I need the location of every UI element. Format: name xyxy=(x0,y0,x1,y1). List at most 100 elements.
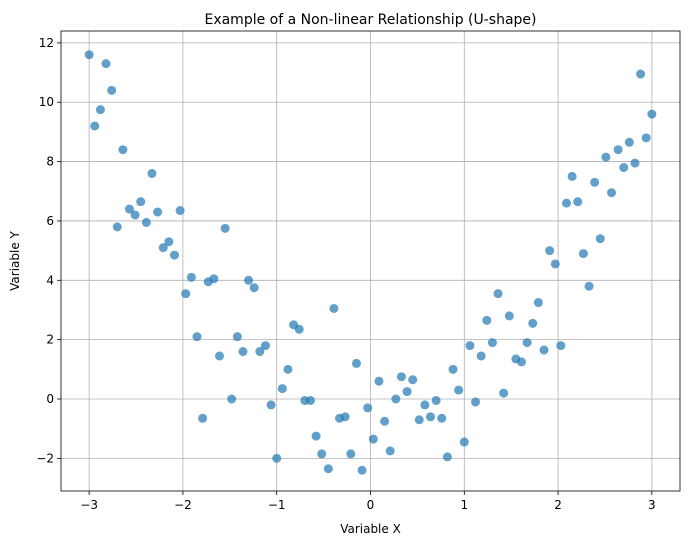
data-point xyxy=(244,275,254,285)
data-point xyxy=(215,351,225,361)
y-axis-label: Variable Y xyxy=(8,230,22,290)
data-point xyxy=(186,272,196,282)
data-point xyxy=(641,133,651,143)
y-tick-label: 4 xyxy=(46,273,54,287)
data-point xyxy=(340,412,350,422)
x-tick-label: −3 xyxy=(80,498,98,512)
data-point xyxy=(539,345,549,355)
data-point xyxy=(437,413,447,423)
data-point xyxy=(487,338,497,348)
y-tick-label: −2 xyxy=(36,451,54,465)
data-point xyxy=(305,395,315,405)
data-points xyxy=(84,50,657,475)
data-point xyxy=(272,453,282,463)
y-tick-label: 12 xyxy=(39,36,54,50)
data-point xyxy=(363,403,373,413)
data-point xyxy=(573,197,583,207)
data-point xyxy=(112,222,122,232)
data-point xyxy=(595,234,605,244)
data-point xyxy=(522,338,532,348)
data-point xyxy=(590,177,600,187)
data-point xyxy=(550,259,560,269)
data-point xyxy=(260,341,270,351)
data-point xyxy=(118,145,128,155)
x-tick-label: −2 xyxy=(174,498,192,512)
data-point xyxy=(584,281,594,291)
data-point xyxy=(164,237,174,247)
data-point xyxy=(454,385,464,395)
data-point xyxy=(504,311,514,321)
data-point xyxy=(374,376,384,386)
data-point xyxy=(402,387,412,397)
x-axis-label: Variable X xyxy=(340,522,401,536)
data-point xyxy=(528,318,538,328)
data-point xyxy=(220,223,230,233)
data-point xyxy=(385,446,395,456)
data-point xyxy=(499,388,509,398)
chart-title: Example of a Non-linear Relationship (U-… xyxy=(204,12,536,28)
data-point xyxy=(107,85,117,95)
data-point xyxy=(426,412,436,422)
data-point xyxy=(198,413,208,423)
data-point xyxy=(601,152,611,162)
data-point xyxy=(101,59,111,69)
data-point xyxy=(368,434,378,444)
data-point xyxy=(607,188,617,198)
data-point xyxy=(232,332,242,342)
data-point xyxy=(238,347,248,357)
data-point xyxy=(181,289,191,299)
data-point xyxy=(90,121,100,131)
data-point xyxy=(459,437,469,447)
data-point xyxy=(124,204,134,214)
y-tick-label: 10 xyxy=(39,95,54,109)
data-point xyxy=(420,400,430,410)
data-point xyxy=(493,289,503,299)
y-tick-label: 2 xyxy=(46,333,54,347)
y-tick-label: 6 xyxy=(46,214,54,228)
data-point xyxy=(158,243,168,253)
x-tick-label: −1 xyxy=(268,498,286,512)
data-point xyxy=(95,105,105,115)
y-tick-label: 8 xyxy=(46,155,54,169)
data-point xyxy=(624,137,634,147)
data-point xyxy=(380,416,390,426)
data-point xyxy=(396,372,406,382)
data-point xyxy=(408,375,418,385)
data-point xyxy=(545,246,555,256)
x-tick-label: 0 xyxy=(367,498,375,512)
data-point xyxy=(136,197,146,207)
data-point xyxy=(630,158,640,168)
data-point xyxy=(329,303,339,313)
data-point xyxy=(351,358,361,368)
data-point xyxy=(619,163,629,173)
data-point xyxy=(533,298,543,308)
data-point xyxy=(482,315,492,325)
data-point xyxy=(465,341,475,351)
data-point xyxy=(130,210,140,220)
data-point xyxy=(266,400,276,410)
data-point xyxy=(613,145,623,155)
data-point xyxy=(249,283,259,293)
data-point xyxy=(175,206,185,216)
data-point xyxy=(578,249,588,259)
data-point xyxy=(323,464,333,474)
x-tick-label: 1 xyxy=(460,498,468,512)
data-point xyxy=(192,332,202,342)
data-point xyxy=(414,415,424,425)
data-point xyxy=(471,397,481,407)
data-point xyxy=(476,351,486,361)
data-point xyxy=(647,109,657,119)
data-point xyxy=(567,171,577,181)
y-tick-label: 0 xyxy=(46,392,54,406)
data-point xyxy=(431,395,441,405)
data-point xyxy=(357,465,367,475)
data-point xyxy=(227,394,237,404)
data-point xyxy=(153,207,163,217)
data-point xyxy=(311,431,321,441)
data-point xyxy=(442,452,452,462)
data-point xyxy=(209,274,219,284)
data-point xyxy=(346,449,356,459)
data-point xyxy=(391,394,401,404)
